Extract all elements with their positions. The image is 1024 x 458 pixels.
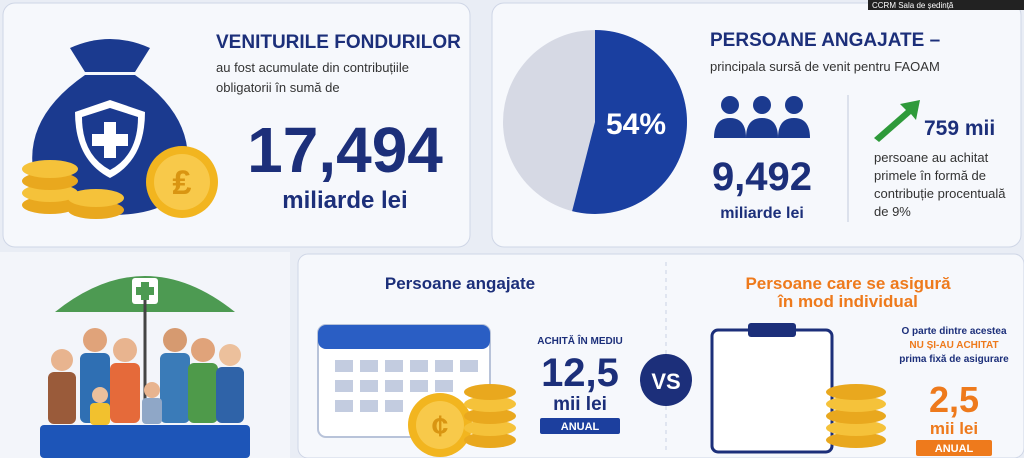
- compare-title: Persoane angajate: [385, 274, 535, 293]
- employed-title: PERSOANE ANGAJATE –: [710, 30, 940, 51]
- right-note: O parte dintre acestea: [901, 326, 1006, 337]
- calendar-icon: ¢: [317, 324, 516, 457]
- compare-title: Persoane care se asigură: [745, 274, 951, 293]
- note: primele în formă de: [874, 168, 986, 183]
- pie-label: 54%: [606, 108, 666, 141]
- left-amount: 12,5: [541, 351, 619, 395]
- svg-text:¢: ¢: [432, 410, 449, 443]
- funds-unit: miliarde lei: [282, 187, 407, 214]
- caption: ACHITĂ ÎN MEDIU: [537, 334, 623, 347]
- funds-line: obligatorii în sumă de: [216, 80, 340, 95]
- funds-line: au fost acumulate din contribuțiile: [216, 60, 409, 75]
- right-period: ANUAL: [935, 443, 974, 455]
- people-icon: [714, 96, 810, 138]
- employed-unit: miliarde lei: [720, 205, 804, 222]
- note: persoane au achitat: [874, 150, 989, 165]
- funds-title: VENITURILE FONDURILOR: [216, 32, 461, 53]
- svg-text:₤: ₤: [173, 164, 192, 202]
- clipboard-icon: [710, 323, 886, 454]
- vs-label: VS: [651, 369, 680, 394]
- period-badge: [540, 418, 620, 434]
- persons: 759 mii: [924, 117, 995, 140]
- room-bar: [868, 0, 1024, 10]
- right-amount: 2,5: [929, 379, 979, 420]
- pie-wedge: [572, 30, 688, 214]
- money-bag: ₤: [22, 39, 218, 219]
- family-illustration: [40, 276, 250, 458]
- compare-title: în mod individual: [777, 292, 918, 311]
- note: de 9%: [874, 204, 911, 219]
- right-unit: mii lei: [930, 419, 978, 438]
- note: contribuție procentuală: [874, 186, 1006, 201]
- growth-arrow: [874, 100, 920, 142]
- vs-circle: [640, 354, 692, 406]
- employed-amount: 9,492: [712, 155, 812, 199]
- period-badge: [916, 440, 992, 456]
- right-note: prima fixă de asigurare: [899, 354, 1009, 365]
- room-label: CCRM Sala de ședință: [872, 1, 954, 10]
- employed-subtitle: principala sursă de venit pentru FAOAM: [710, 59, 940, 74]
- left-unit: mii lei: [553, 394, 607, 415]
- right-note: NU ȘI-AU ACHITAT: [909, 340, 998, 351]
- funds-amount: 17,494: [247, 114, 443, 186]
- left-period: ANUAL: [561, 421, 600, 433]
